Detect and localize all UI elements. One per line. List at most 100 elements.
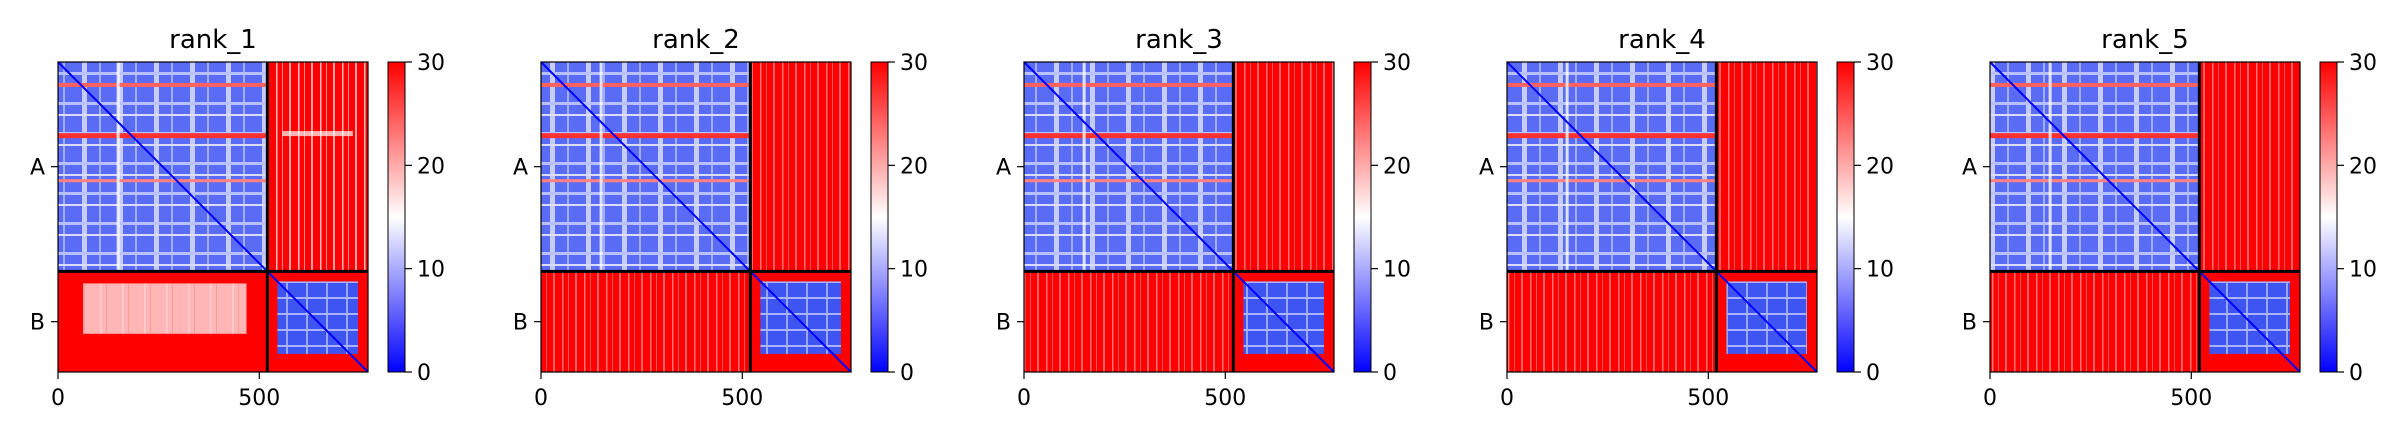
y-tick-label-B: B — [30, 311, 45, 336]
block-A-B — [267, 62, 368, 272]
y-tick-label-B: B — [996, 311, 1011, 336]
band-A-2 — [1507, 133, 1717, 139]
colorbar-tick-label-3: 30 — [2349, 51, 2377, 76]
band-A-3 — [58, 179, 268, 183]
colorbar-frame — [2319, 61, 2338, 373]
colorbar — [2320, 62, 2337, 372]
diagonal-line — [57, 61, 369, 373]
band-A-2 — [1990, 133, 2200, 139]
diagonal-line — [1506, 61, 1818, 373]
block-B-A — [1990, 271, 2200, 372]
y-tick-label-A: A — [1962, 156, 1977, 181]
colorbar-tick-label-2: 20 — [1866, 154, 1894, 179]
panel-title: rank_3 — [1135, 25, 1223, 55]
y-tick-label-A: A — [30, 156, 45, 181]
band-A-col — [1082, 62, 1086, 272]
band-A-col — [599, 62, 603, 272]
panel-title: rank_4 — [1618, 25, 1706, 55]
axes-frame — [540, 61, 852, 373]
y-tick-label-A: A — [1479, 156, 1494, 181]
panel-rank_4: rank_4 0 500 A B 0 10 20 30 — [1479, 25, 1894, 411]
y-tick-label-B: B — [513, 311, 528, 336]
x-tick-label-1: 500 — [1687, 386, 1729, 411]
block-A-B — [1716, 62, 1817, 272]
x-tick-label-1: 500 — [721, 386, 763, 411]
panel-title: rank_5 — [2101, 25, 2189, 55]
panel-rank_1: rank_1 0 500 A B 0 10 20 30 — [30, 25, 445, 411]
block-B-A-texture — [83, 283, 247, 334]
x-tick-label-0: 0 — [1983, 386, 1997, 411]
colorbar-tick-label-2: 20 — [900, 154, 928, 179]
colorbar-tick-label-0: 0 — [417, 361, 431, 386]
band-A-3 — [1990, 179, 2200, 183]
colorbar-tick-label-1: 10 — [417, 258, 445, 283]
colorbar-tick-label-1: 10 — [2349, 258, 2377, 283]
band-A-1 — [541, 82, 751, 87]
block-B-A — [1507, 271, 1717, 372]
panel-title: rank_2 — [652, 25, 740, 55]
band-A-col — [116, 62, 120, 272]
band-A-3 — [1024, 179, 1234, 183]
colorbar-tick-label-2: 20 — [417, 154, 445, 179]
panel-title: rank_1 — [169, 25, 257, 55]
block-B-A — [1024, 271, 1234, 372]
band-A-2 — [58, 133, 268, 139]
colorbar-frame — [1353, 61, 1372, 373]
colorbar-tick-label-3: 30 — [1866, 51, 1894, 76]
colorbar-tick-label-1: 10 — [1383, 258, 1411, 283]
colorbar — [871, 62, 888, 372]
colorbar-frame — [1836, 61, 1855, 373]
x-tick-label-0: 0 — [1017, 386, 1031, 411]
x-tick-label-1: 500 — [2170, 386, 2212, 411]
colorbar-tick-label-0: 0 — [900, 361, 914, 386]
colorbar-tick-label-1: 10 — [900, 258, 928, 283]
panel-rank_5: rank_5 0 500 A B 0 10 20 30 — [1962, 25, 2377, 411]
colorbar — [388, 62, 405, 372]
y-tick-label-A: A — [996, 156, 1011, 181]
diagonal-line — [1023, 61, 1335, 373]
band-A-3 — [1507, 179, 1717, 183]
band-A-1 — [1990, 82, 2200, 87]
colorbar-tick-label-3: 30 — [417, 51, 445, 76]
axes-frame — [1506, 61, 1818, 373]
colorbar-tick-label-3: 30 — [900, 51, 928, 76]
colorbar-frame — [870, 61, 889, 373]
x-tick-label-0: 0 — [51, 386, 65, 411]
x-tick-label-1: 500 — [238, 386, 280, 411]
block-A-B — [1233, 62, 1334, 272]
diagonal-line — [1989, 61, 2301, 373]
colorbar-tick-label-0: 0 — [1866, 361, 1880, 386]
band-A-col — [2048, 62, 2052, 272]
block-B-A — [541, 271, 751, 372]
block-A-B-band — [282, 131, 353, 137]
axes-frame — [1023, 61, 1335, 373]
band-A-2 — [1024, 133, 1234, 139]
block-A-B — [750, 62, 851, 272]
block-A-B — [2199, 62, 2300, 272]
x-tick-label-0: 0 — [1500, 386, 1514, 411]
panel-rank_3: rank_3 0 500 A B 0 10 20 30 — [996, 25, 1411, 411]
x-tick-label-1: 500 — [1204, 386, 1246, 411]
band-A-1 — [58, 82, 268, 87]
band-A-1 — [1024, 82, 1234, 87]
colorbar — [1354, 62, 1371, 372]
band-A-col — [1565, 62, 1569, 272]
colorbar-tick-label-0: 0 — [2349, 361, 2363, 386]
y-tick-label-B: B — [1479, 311, 1494, 336]
colorbar-tick-label-0: 0 — [1383, 361, 1397, 386]
colorbar — [1837, 62, 1854, 372]
band-A-2 — [541, 133, 751, 139]
colorbar-tick-label-2: 20 — [1383, 154, 1411, 179]
colorbar-frame — [387, 61, 406, 373]
y-tick-label-B: B — [1962, 311, 1977, 336]
y-tick-label-A: A — [513, 156, 528, 181]
colorbar-tick-label-1: 10 — [1866, 258, 1894, 283]
diagonal-line — [540, 61, 852, 373]
axes-frame — [57, 61, 369, 373]
colorbar-tick-label-2: 20 — [2349, 154, 2377, 179]
colorbar-tick-label-3: 30 — [1383, 51, 1411, 76]
panel-rank_2: rank_2 0 500 A B 0 10 20 30 — [513, 25, 928, 411]
band-A-3 — [541, 179, 751, 183]
axes-frame — [1989, 61, 2301, 373]
